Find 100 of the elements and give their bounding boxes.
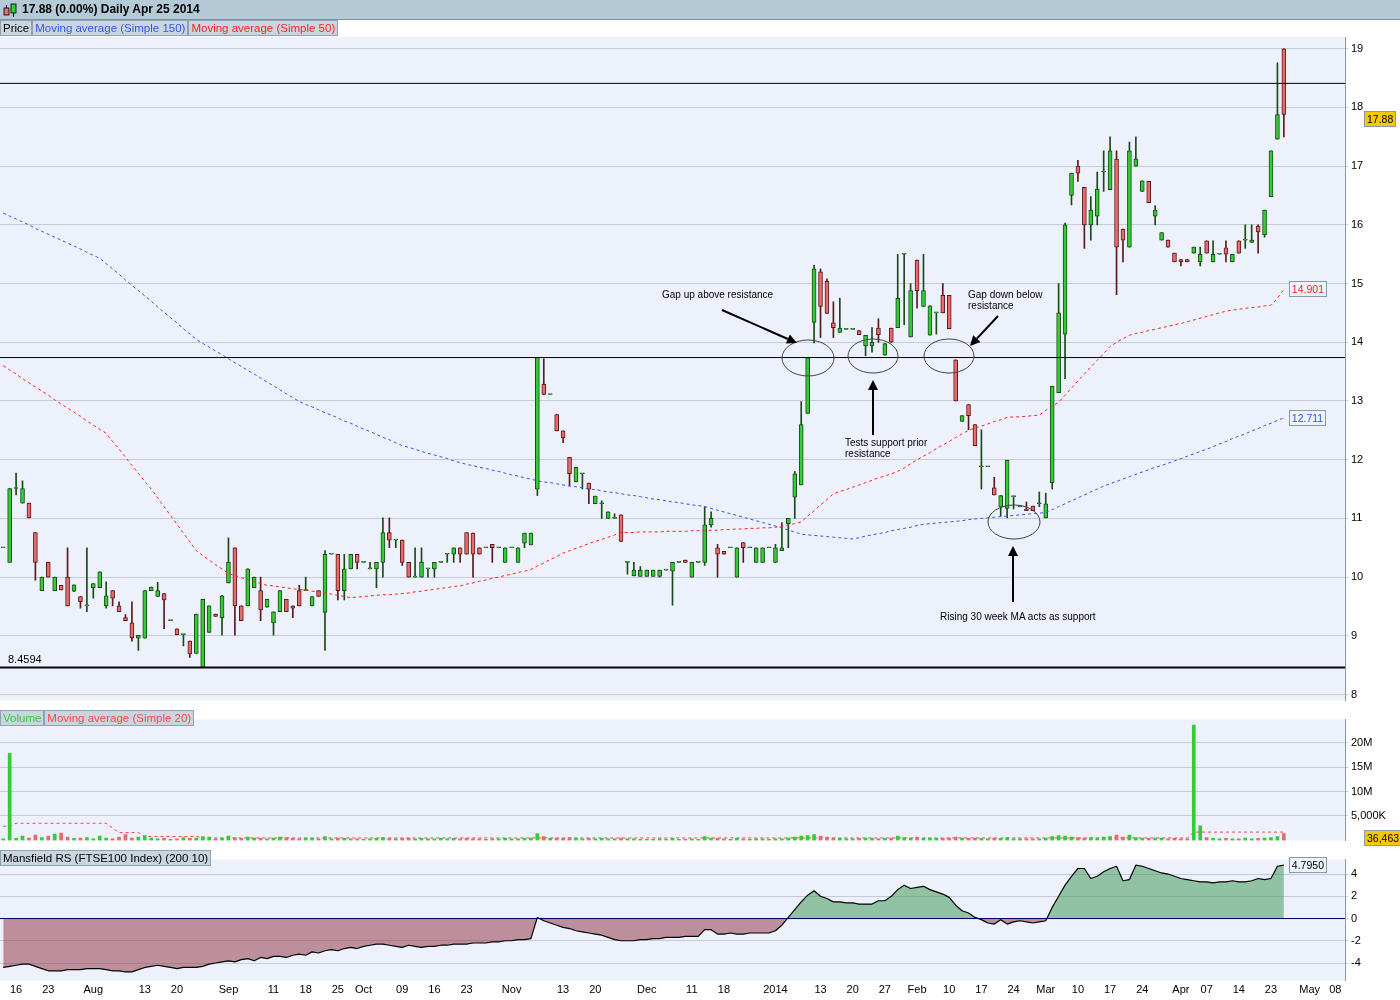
y-tick-label: -2 (1351, 933, 1361, 946)
bar (59, 832, 63, 841)
candlestick (599, 500, 605, 519)
candlestick (78, 596, 83, 609)
candlestick (1262, 209, 1267, 238)
bar (1076, 837, 1080, 841)
candlestick (831, 301, 836, 338)
candlestick (258, 576, 263, 621)
candlestick (702, 506, 708, 566)
text: 36,463 (1364, 830, 1400, 846)
candlestick (406, 562, 411, 578)
candlestick (425, 567, 431, 578)
bar (870, 838, 874, 841)
bar (52, 833, 57, 841)
candlestick (329, 552, 334, 555)
bar (1198, 825, 1203, 841)
bar (439, 838, 443, 841)
line-series (2, 822, 1285, 839)
x-tick-label: 17 (1103, 983, 1117, 996)
bar (1088, 837, 1093, 841)
candlestick (979, 429, 984, 490)
x-tick-label: 11 (686, 983, 698, 996)
candlestick (715, 543, 720, 578)
x-tick-label: 11 (267, 983, 280, 996)
candlestick (535, 357, 540, 496)
text: Moving average (Simple 20) (44, 710, 195, 726)
y-tick-label: 2 (1351, 889, 1358, 902)
candlestick (33, 532, 38, 581)
candlestick (908, 283, 913, 338)
candlestick (110, 590, 115, 607)
candlestick (65, 547, 70, 607)
bar (323, 836, 327, 841)
bar (1146, 838, 1151, 841)
bar (162, 838, 166, 841)
x-tick-label: 20 (170, 983, 184, 996)
x-tick-label: Nov (501, 983, 522, 996)
bar (239, 838, 244, 841)
y-tick-label: -4 (1351, 956, 1361, 969)
x-tick-label: 16 (9, 983, 23, 996)
text: Moving average (Simple 50) (188, 20, 339, 36)
candlestick (805, 357, 810, 414)
bar (940, 838, 945, 841)
data-label: 12.711 (1288, 409, 1327, 426)
bar (812, 834, 816, 841)
bar (233, 837, 237, 841)
ref-line-label: 8.4594 (8, 653, 42, 666)
y-tick-label: 12 (1351, 452, 1364, 465)
candlestick (1275, 62, 1280, 140)
y-tick-label: 18 (1351, 100, 1364, 113)
chart-title: 17.88 (0.00%) Daily Apr 25 2014 (22, 2, 200, 16)
y-tick-label: 9 (1351, 628, 1358, 641)
y-tick-label: 16 (1351, 217, 1364, 230)
y-tick-label: 4 (1351, 867, 1358, 880)
candlestick (966, 404, 971, 431)
x-tick-label: May (1299, 983, 1321, 996)
candlestick (876, 318, 881, 343)
bar (188, 838, 192, 841)
bar (1108, 836, 1112, 841)
y-tick-label: 5,000K (1351, 808, 1387, 821)
y-tick-label: 13 (1351, 394, 1364, 407)
candlestick (683, 559, 688, 563)
y-tick-label: 8 (1351, 687, 1358, 700)
bar (1134, 837, 1138, 841)
bar (799, 835, 804, 841)
bar (857, 838, 861, 841)
x-tick-label: Aug (83, 983, 104, 996)
candlestick (522, 532, 527, 549)
x-tick-label: 18 (717, 983, 731, 996)
bar (40, 837, 44, 841)
bar (451, 838, 456, 841)
x-tick-label: 20 (846, 983, 859, 996)
annotation: Gap down below resistance (968, 289, 1044, 311)
candlestick (1185, 259, 1190, 263)
candlestick (953, 359, 958, 402)
candlestick (374, 562, 379, 589)
x-tick-label: 18 (299, 983, 312, 996)
y-tick-label: 15M (1351, 760, 1373, 773)
y-tick-label: 19 (1351, 41, 1364, 54)
bar (1063, 835, 1067, 841)
bar (902, 837, 907, 841)
candlestick (284, 599, 289, 613)
candlestick (921, 253, 926, 307)
text: Moving average (Simple 150) (32, 20, 189, 36)
y-tick-label: 10M (1351, 784, 1373, 797)
bar (735, 838, 739, 841)
legend-title: Price (0, 20, 33, 36)
x-tick-label: 16 (428, 983, 441, 996)
bar (895, 835, 900, 841)
x-tick-label: 27 (878, 983, 891, 996)
bar (1191, 724, 1196, 841)
x-tick-label: Mar (1036, 983, 1056, 996)
x-tick-label: Sep (218, 983, 239, 996)
candlestick (567, 457, 572, 486)
candlestick (1127, 141, 1132, 248)
x-tick-label: 23 (1264, 983, 1278, 996)
candlestick (90, 583, 96, 599)
bar (290, 838, 295, 841)
candlestick (419, 547, 424, 578)
candlestick (123, 614, 128, 621)
candlestick (367, 562, 373, 570)
